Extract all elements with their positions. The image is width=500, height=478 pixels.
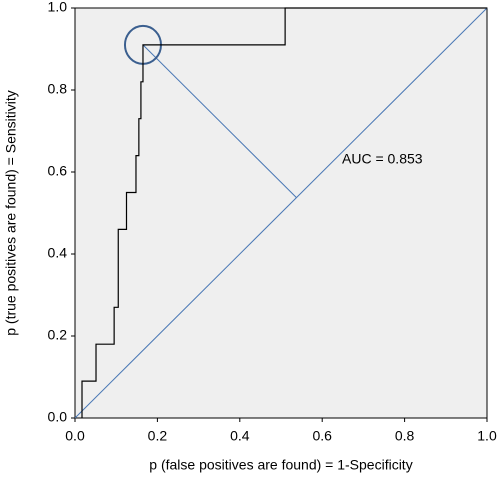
y-tick-label: 0.2: [48, 327, 68, 343]
x-tick-label: 1.0: [477, 428, 497, 444]
y-tick-label: 0.0: [48, 409, 68, 425]
y-tick-label: 0.8: [48, 81, 68, 97]
x-tick-label: 0.2: [148, 428, 168, 444]
y-axis-title: p (true positives are found) = Sensitivi…: [3, 90, 19, 336]
auc-annotation: AUC = 0.853: [342, 151, 423, 167]
x-tick-label: 0.4: [230, 428, 250, 444]
y-tick-label: 0.6: [48, 163, 68, 179]
y-tick-label: 0.4: [48, 245, 68, 261]
x-axis-title: p (false positives are found) = 1-Specif…: [149, 457, 412, 473]
x-tick-label: 0.0: [65, 428, 85, 444]
x-tick-label: 0.6: [312, 428, 332, 444]
diagonal: [74, 7, 488, 419]
y-tick-label: 1.0: [48, 0, 68, 15]
x-tick-label: 0.8: [395, 428, 415, 444]
youden-line: [142, 44, 297, 198]
roc-curve: [81, 7, 487, 418]
